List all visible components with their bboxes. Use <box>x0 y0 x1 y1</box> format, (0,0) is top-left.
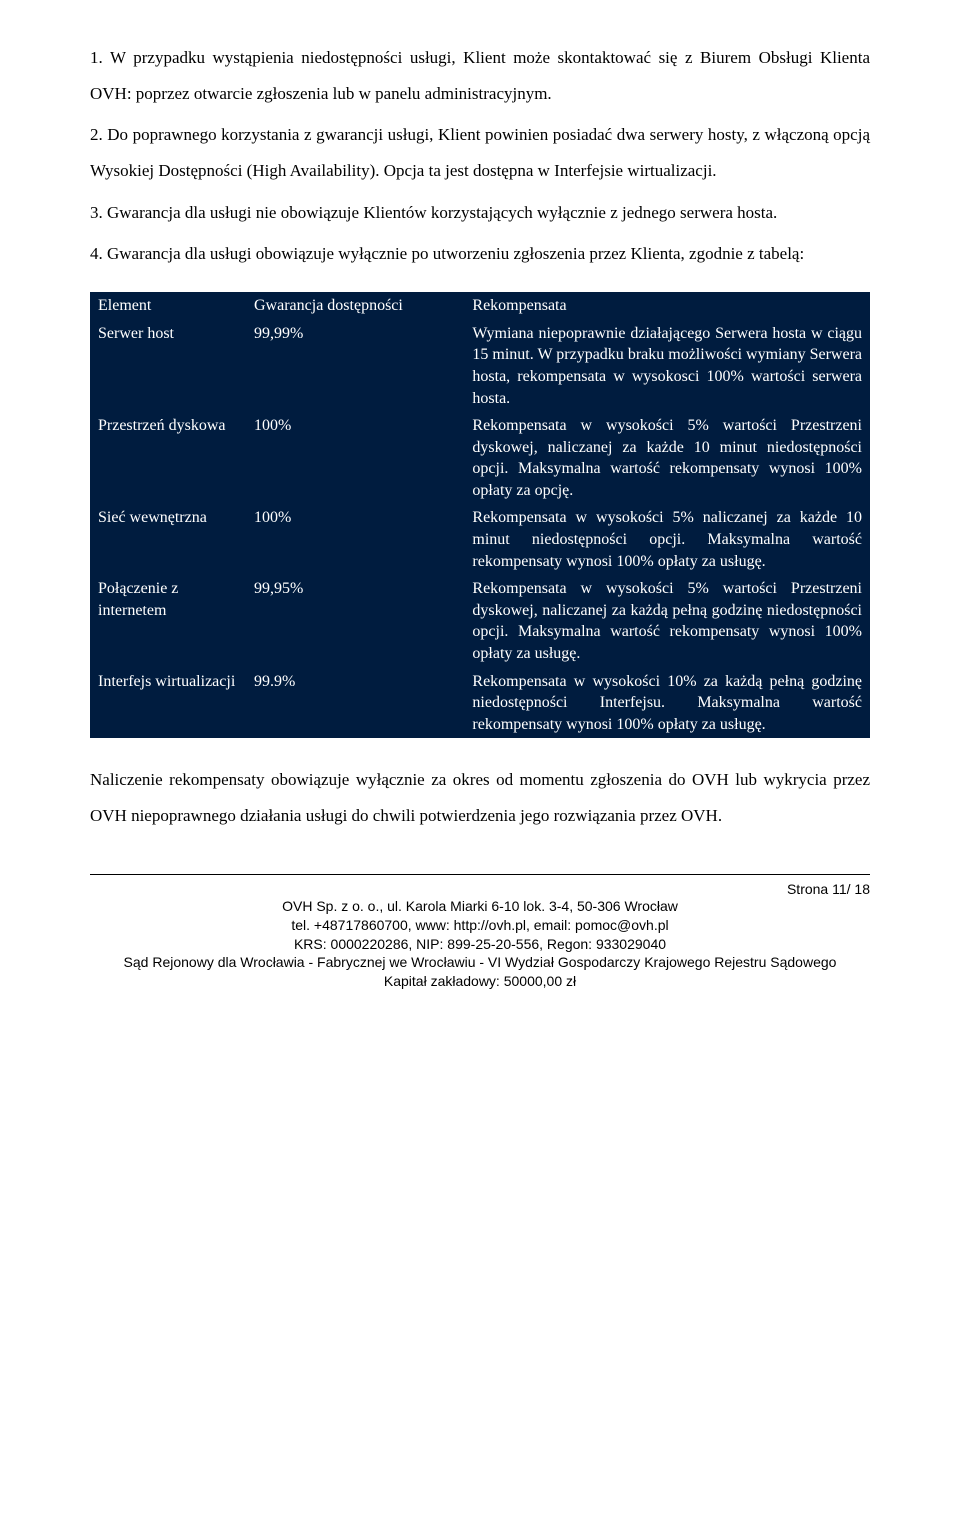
cell-element: Serwer host <box>90 320 246 412</box>
page-number: Strona 11/ 18 <box>90 881 870 897</box>
compensation-table: Element Gwarancja dostępności Rekompensa… <box>90 292 870 738</box>
cell-compensation: Rekompensata w wysokości 5% naliczanej z… <box>464 504 870 575</box>
cell-guarantee: 99,99% <box>246 320 464 412</box>
footer-line: KRS: 0000220286, NIP: 899-25-20-556, Reg… <box>90 935 870 954</box>
paragraph-5: Naliczenie rekompensaty obowiązuje wyłąc… <box>90 762 870 833</box>
paragraph-1: 1. W przypadku wystąpienia niedostępnośc… <box>90 40 870 111</box>
table-row: Połączenie z internetem 99,95% Rekompens… <box>90 575 870 667</box>
cell-guarantee: 99.9% <box>246 668 464 739</box>
cell-element: Przestrzeń dyskowa <box>90 412 246 504</box>
cell-element: Sieć wewnętrzna <box>90 504 246 575</box>
footer-line: Sąd Rejonowy dla Wrocławia - Fabrycznej … <box>90 953 870 972</box>
footer-line: tel. +48717860700, www: http://ovh.pl, e… <box>90 916 870 935</box>
table-row: Sieć wewnętrzna 100% Rekompensata w wyso… <box>90 504 870 575</box>
paragraph-4: 4. Gwarancja dla usługi obowiązuje wyłąc… <box>90 236 870 272</box>
paragraph-3: 3. Gwarancja dla usługi nie obowiązuje K… <box>90 195 870 231</box>
paragraph-2: 2. Do poprawnego korzystania z gwarancji… <box>90 117 870 188</box>
table-row: Serwer host 99,99% Wymiana niepoprawnie … <box>90 320 870 412</box>
cell-compensation: Rekompensata w wysokości 5% wartości Prz… <box>464 575 870 667</box>
cell-element: Połączenie z internetem <box>90 575 246 667</box>
header-guarantee: Gwarancja dostępności <box>246 292 464 320</box>
cell-guarantee: 100% <box>246 412 464 504</box>
cell-guarantee: 100% <box>246 504 464 575</box>
cell-compensation: Wymiana niepoprawnie działającego Serwer… <box>464 320 870 412</box>
page-footer: Strona 11/ 18 OVH Sp. z o. o., ul. Karol… <box>90 874 870 991</box>
table-header-row: Element Gwarancja dostępności Rekompensa… <box>90 292 870 320</box>
table-row: Przestrzeń dyskowa 100% Rekompensata w w… <box>90 412 870 504</box>
cell-element: Interfejs wirtualizacji <box>90 668 246 739</box>
document-page: 1. W przypadku wystąpienia niedostępnośc… <box>0 0 960 1021</box>
header-compensation: Rekompensata <box>464 292 870 320</box>
cell-compensation: Rekompensata w wysokości 5% wartości Prz… <box>464 412 870 504</box>
footer-line: Kapitał zakładowy: 50000,00 zł <box>90 972 870 991</box>
table-row: Interfejs wirtualizacji 99.9% Rekompensa… <box>90 668 870 739</box>
cell-compensation: Rekompensata w wysokości 10% za każdą pe… <box>464 668 870 739</box>
header-element: Element <box>90 292 246 320</box>
footer-line: OVH Sp. z o. o., ul. Karola Miarki 6-10 … <box>90 897 870 916</box>
cell-guarantee: 99,95% <box>246 575 464 667</box>
